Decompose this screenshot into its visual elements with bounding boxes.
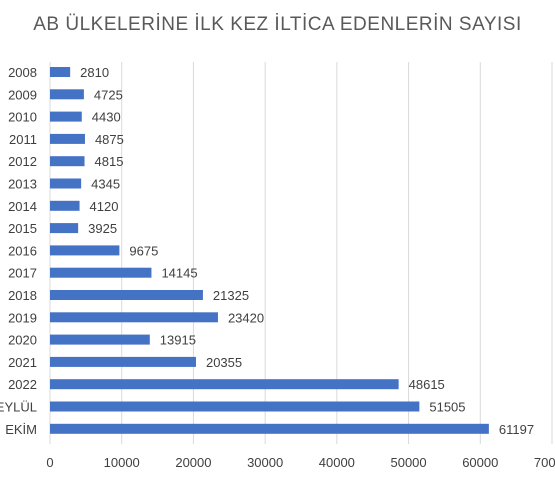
x-tick-label: 50000 (390, 455, 426, 470)
y-tick-label: 2018 (8, 288, 37, 303)
bar (50, 223, 79, 234)
data-label: 4815 (95, 154, 124, 169)
x-tick-label: 40000 (319, 455, 355, 470)
bar (50, 67, 71, 77)
data-label: 2810 (80, 65, 109, 80)
data-label: 4120 (90, 199, 119, 214)
bar (50, 290, 203, 300)
data-label: 48615 (409, 377, 445, 392)
bar (50, 334, 150, 345)
bar (50, 200, 80, 211)
y-tick-label: 2011 (9, 132, 37, 147)
y-tick-label: 2013 (8, 177, 37, 192)
y-tick-label: 2014 (8, 199, 37, 214)
x-tick-label: 60000 (462, 455, 498, 470)
bar (50, 356, 196, 367)
y-tick-label: 2017 (8, 266, 37, 281)
value-axis: 0 10000 20000 30000 40000 50000 60000 70000 (46, 455, 555, 470)
bar (50, 401, 420, 412)
data-label: 4345 (91, 177, 120, 192)
bar (50, 423, 489, 434)
y-tick-label: EKİM (5, 422, 37, 437)
x-tick-label: 0 (46, 455, 53, 470)
bar (50, 133, 85, 144)
data-labels: 2810 4725 4430 4875 4815 4345 4120 3925 96751414… (80, 65, 534, 437)
x-tick-label: 70000 (534, 455, 555, 470)
y-tick-label: 2008 (8, 65, 37, 80)
data-label: 51505 (429, 400, 465, 415)
x-tick-label: 30000 (247, 455, 283, 470)
data-label: 14145 (161, 266, 197, 281)
y-tick-label: 2016 (8, 243, 37, 258)
data-label: 4430 (92, 110, 121, 125)
y-tick-label: 2021 (8, 355, 37, 370)
bars (50, 67, 489, 434)
bar (50, 267, 152, 278)
y-tick-label: 2020 (8, 333, 37, 348)
data-label: 23420 (228, 310, 264, 325)
data-label: 61197 (499, 422, 534, 437)
data-label: 20355 (206, 355, 242, 370)
y-tick-label: 2009 (8, 87, 37, 102)
y-tick-label: 2019 (8, 310, 37, 325)
category-axis: 2008 2009 2010 2011 2012 2013 2014 2015 2016 2017… (0, 65, 37, 437)
x-tick-label: 10000 (104, 455, 140, 470)
data-label: 13915 (160, 333, 196, 348)
bar (50, 312, 218, 323)
x-tick-label: 20000 (175, 455, 211, 470)
data-label: 3925 (88, 221, 117, 236)
data-label: 21325 (213, 288, 249, 303)
bar (50, 178, 82, 189)
bar (50, 379, 399, 390)
bar (50, 111, 82, 122)
data-label: 4875 (95, 132, 124, 147)
bar (50, 89, 84, 100)
bar (50, 245, 120, 256)
chart-title: AB ÜLKELERİNE İLK KEZ İLTİCA EDENLERİN S… (33, 14, 522, 35)
y-tick-label: 2012 (8, 154, 37, 169)
bar (50, 156, 85, 167)
y-tick-label: EYLÜL (0, 400, 37, 415)
data-label: 4725 (94, 87, 123, 102)
y-tick-label: 2015 (8, 221, 37, 236)
y-tick-label: 2022 (8, 377, 37, 392)
y-tick-label: 2010 (8, 110, 37, 125)
data-label: 9675 (129, 243, 158, 258)
